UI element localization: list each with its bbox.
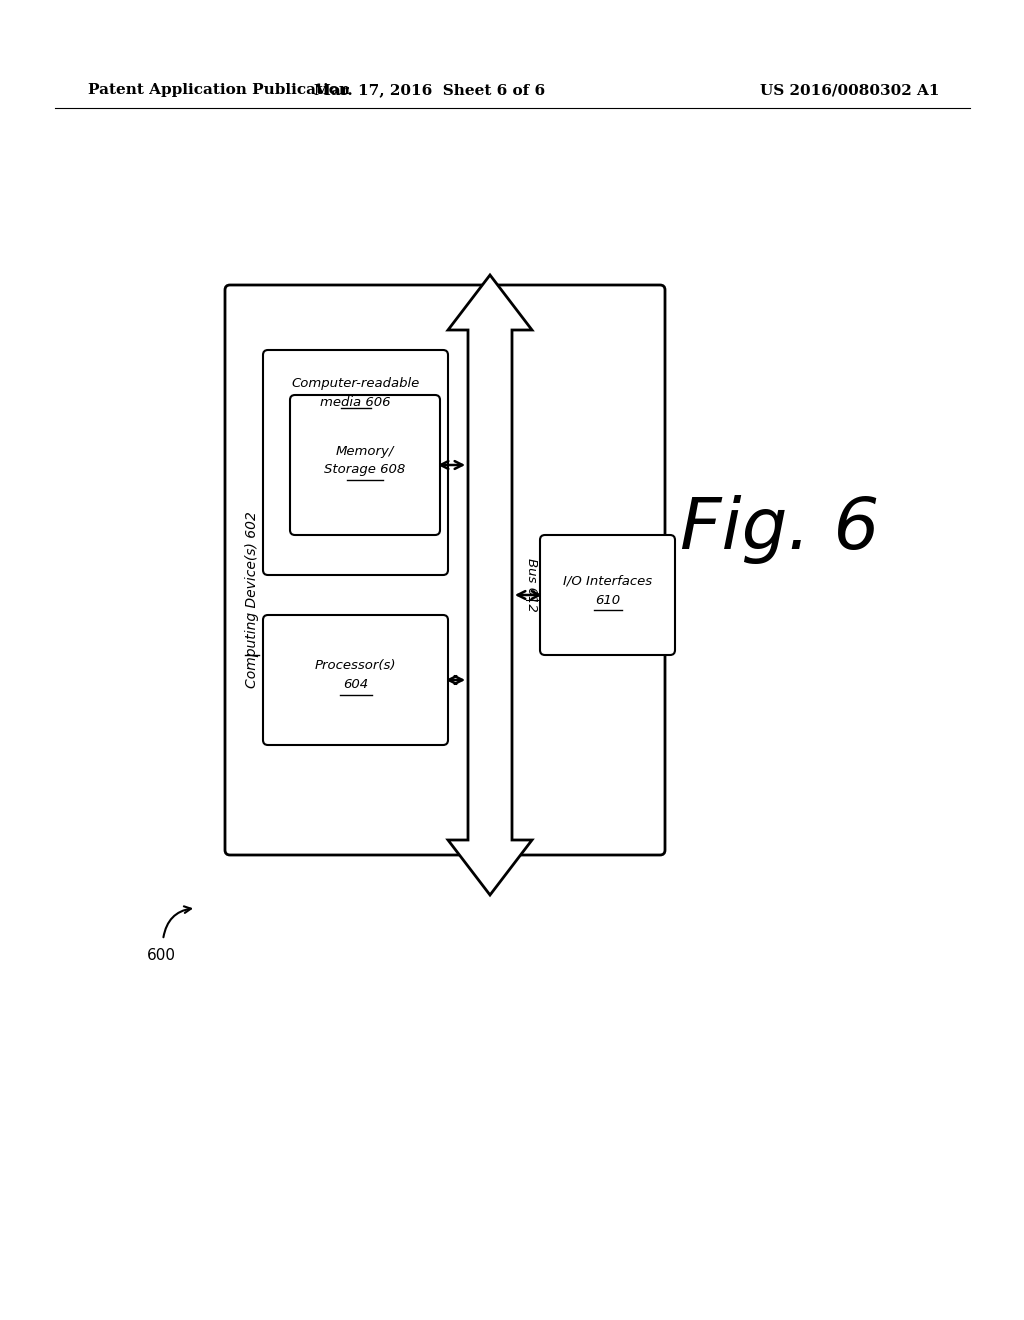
Text: Bus 612: Bus 612 — [525, 558, 539, 612]
Text: media 606: media 606 — [321, 396, 391, 408]
Text: 604: 604 — [343, 678, 368, 692]
FancyBboxPatch shape — [263, 350, 449, 576]
Text: Storage 608: Storage 608 — [325, 463, 406, 477]
Text: Processor(s): Processor(s) — [314, 660, 396, 672]
Text: Mar. 17, 2016  Sheet 6 of 6: Mar. 17, 2016 Sheet 6 of 6 — [314, 83, 546, 96]
Text: US 2016/0080302 A1: US 2016/0080302 A1 — [760, 83, 939, 96]
FancyBboxPatch shape — [290, 395, 440, 535]
FancyBboxPatch shape — [225, 285, 665, 855]
FancyBboxPatch shape — [263, 615, 449, 744]
Polygon shape — [449, 275, 532, 895]
FancyBboxPatch shape — [540, 535, 675, 655]
Text: Computing Device(s) 602: Computing Device(s) 602 — [245, 512, 259, 689]
Text: 610: 610 — [595, 594, 621, 606]
Text: I/O Interfaces: I/O Interfaces — [563, 574, 652, 587]
Text: 600: 600 — [147, 948, 176, 962]
Text: Computer-readable: Computer-readable — [292, 376, 420, 389]
Text: Fig. 6: Fig. 6 — [680, 495, 880, 565]
Text: Memory/: Memory/ — [336, 445, 394, 458]
Text: Patent Application Publication: Patent Application Publication — [88, 83, 350, 96]
